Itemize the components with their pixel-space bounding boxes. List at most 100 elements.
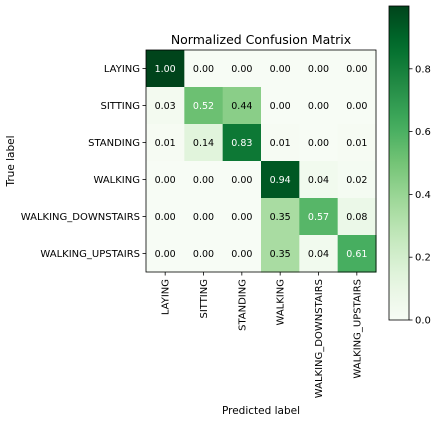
x-tick-label: LAYING	[161, 279, 172, 315]
heatmap-cell-label: 0.04	[308, 249, 329, 260]
heatmap-cell-label: 0.00	[193, 175, 214, 186]
heatmap-cell-label: 0.01	[155, 138, 176, 149]
heatmap-cell	[222, 87, 262, 125]
heatmap-cell-label: 0.00	[193, 249, 214, 260]
x-axis-label: Predicted label	[222, 405, 300, 417]
x-tick-label: STANDING	[237, 279, 248, 331]
heatmap-cell-label: 0.83	[231, 138, 252, 149]
heatmap-cell-label: 0.00	[308, 138, 329, 149]
heatmap-cell-label: 0.52	[193, 101, 214, 112]
heatmap-cell	[184, 235, 224, 273]
heatmap-cell-label: 0.35	[270, 212, 291, 223]
heatmap-cell	[222, 161, 262, 199]
y-axis-label: True label	[5, 135, 17, 187]
heatmap-cell	[184, 50, 224, 88]
heatmap-cell	[337, 87, 377, 125]
colorbar-tick-label: 0.6	[415, 127, 431, 138]
heatmap-cell-label: 0.00	[193, 64, 214, 75]
heatmap-cell	[222, 198, 262, 236]
heatmap-cell-label: 0.01	[270, 138, 291, 149]
heatmap-cell	[299, 87, 339, 125]
heatmap-cell-label: 0.61	[346, 249, 367, 260]
heatmap-cell-label: 0.00	[155, 249, 176, 260]
heatmap-cell	[222, 50, 262, 88]
heatmap-cell	[337, 50, 377, 88]
heatmap-cell	[261, 235, 300, 273]
chart-title: Normalized Confusion Matrix	[171, 32, 351, 47]
heatmap-cell-label: 0.00	[155, 212, 176, 223]
heatmap-cell-label: 0.35	[270, 249, 291, 260]
x-tick-label: WALKING	[276, 279, 287, 326]
heatmap-cell	[299, 235, 339, 273]
heatmap-cell-label: 0.00	[231, 175, 252, 186]
heatmap-cell	[299, 161, 339, 199]
x-tick-label: WALKING_UPSTAIRS	[352, 279, 363, 379]
heatmap-cell	[299, 124, 339, 162]
heatmap-cell-label: 0.02	[346, 175, 367, 186]
heatmap-cell-label: 0.00	[193, 212, 214, 223]
heatmap-cell-label: 0.57	[308, 212, 329, 223]
x-tick-label: SITTING	[199, 279, 210, 319]
colorbar-tick-label: 0.2	[415, 253, 431, 264]
heatmap-cell-label: 0.00	[155, 175, 176, 186]
heatmap-cell	[299, 198, 339, 236]
colorbar-tick-label: 0.8	[415, 64, 431, 75]
x-axis-ticks: LAYING SITTING STANDING WALKING WALKING_DOWN…	[161, 272, 363, 398]
heatmap-cell-label: 0.08	[346, 212, 367, 223]
heatmap-cell	[184, 161, 224, 199]
heatmap-cell	[261, 87, 300, 125]
heatmap-cells	[146, 50, 377, 273]
heatmap-cell-label: 0.14	[193, 138, 214, 149]
heatmap-cell	[261, 198, 300, 236]
y-axis-ticks: LAYING SITTING STANDING WALKING WALKING_DOWN…	[21, 64, 146, 260]
heatmap-cell	[299, 50, 339, 88]
heatmap-cell	[184, 124, 224, 162]
heatmap-cell-label: 0.00	[346, 101, 367, 112]
colorbar-tick-label: 0.0	[415, 316, 431, 327]
heatmap-cell-label: 1.00	[155, 64, 176, 75]
heatmap-cell-label: 0.03	[155, 101, 176, 112]
heatmap-cell-label: 0.00	[346, 64, 367, 75]
heatmap-cell	[184, 198, 224, 236]
heatmap-cell	[222, 124, 262, 162]
heatmap-cell-label: 0.04	[308, 175, 329, 186]
heatmap-cell-label: 0.44	[231, 101, 252, 112]
colorbar	[388, 5, 410, 321]
heatmap-cell	[261, 50, 300, 88]
heatmap-cell-label: 0.00	[270, 101, 291, 112]
heatmap-cell	[146, 161, 185, 199]
colorbar-ticks: 0.0 0.2 0.4 0.6 0.8	[409, 64, 431, 327]
heatmap-cell-label: 0.01	[346, 138, 367, 149]
colorbar-tick-label: 0.4	[415, 190, 431, 201]
heatmap-cell	[261, 124, 300, 162]
y-tick-label: WALKING_DOWNSTAIRS	[21, 212, 140, 223]
y-tick-label: WALKING_UPSTAIRS	[40, 249, 140, 260]
x-tick-label: WALKING_DOWNSTAIRS	[314, 279, 325, 398]
heatmap-cell-label: 0.00	[231, 212, 252, 223]
heatmap-cell	[146, 50, 185, 88]
heatmap-cell	[337, 198, 377, 236]
heatmap-cell	[337, 124, 377, 162]
heatmap-cell-label: 0.00	[270, 64, 291, 75]
y-tick-label: STANDING	[88, 138, 140, 149]
heatmap-cell-label: 0.00	[231, 64, 252, 75]
plot-frame	[145, 49, 377, 273]
heatmap-cell	[146, 235, 185, 273]
heatmap-cell	[261, 161, 300, 199]
heatmap-cell	[184, 87, 224, 125]
heatmap-cell	[146, 87, 185, 125]
heatmap-cell	[337, 235, 377, 273]
heatmap-cell	[146, 124, 185, 162]
heatmap-cell-label: 0.00	[231, 249, 252, 260]
heatmap-cell	[146, 198, 185, 236]
heatmap-cell-labels: 1.00 0.00 0.00 0.00 0.00 0.00 0.03 0.52 0.44 0.00…	[155, 64, 368, 260]
heatmap-cell	[337, 161, 377, 199]
y-tick-label: WALKING	[94, 175, 141, 186]
y-tick-label: SITTING	[100, 101, 140, 112]
y-tick-label: LAYING	[104, 64, 140, 75]
heatmap-cell	[222, 235, 262, 273]
heatmap-cell-label: 0.94	[270, 175, 291, 186]
heatmap-cell-label: 0.00	[308, 64, 329, 75]
